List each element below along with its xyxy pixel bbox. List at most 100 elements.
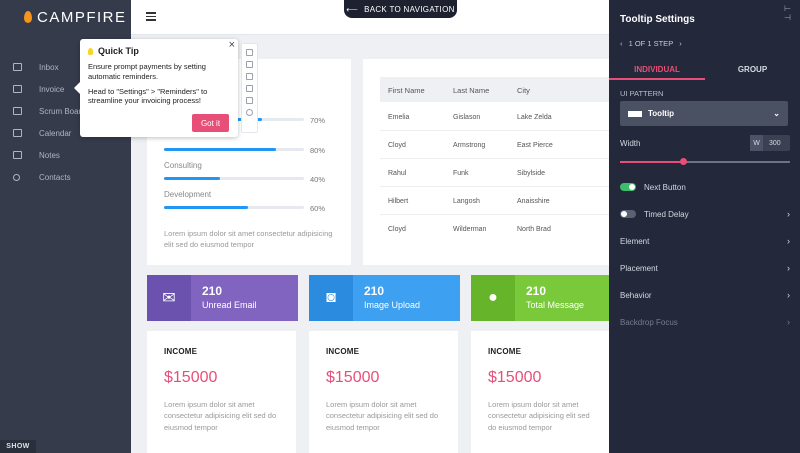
row-label: Placement	[620, 264, 658, 273]
contact-icon	[13, 173, 20, 181]
notes-icon	[13, 151, 22, 159]
income-title: INCOME	[488, 347, 522, 356]
ui-pattern-select[interactable]: Tooltip ⌄	[620, 101, 788, 126]
dock-icon[interactable]: ⊢ ⊣	[784, 4, 791, 22]
table-row[interactable]: Rahul Funk Sibylside	[380, 159, 609, 187]
income-description: Lorem ipsum dolor sit amet consectetur a…	[488, 400, 590, 432]
slider-handle[interactable]	[679, 158, 687, 165]
sidebar-item-label: Notes	[39, 150, 60, 160]
row-label: Element	[620, 237, 650, 246]
mail-icon	[13, 63, 22, 71]
target-icon[interactable]	[246, 109, 253, 116]
tooltip-title-text: Quick Tip	[98, 46, 139, 56]
income-card: INCOME $15000 Lorem ipsum dolor sit amet…	[309, 331, 458, 453]
brand-name: CAMPFIRE	[37, 8, 127, 26]
sidebar-item-contacts[interactable]: Contacts	[0, 166, 131, 188]
skill-percent: 80%	[310, 146, 326, 155]
got-it-button[interactable]: Got it	[192, 114, 229, 132]
cell: Lake Zelda	[517, 114, 552, 121]
prev-step-icon[interactable]: ‹	[620, 39, 623, 48]
income-card: INCOME $15000 Lorem ipsum dolor sit amet…	[471, 331, 610, 453]
sidebar-item-inbox[interactable]: Inbox	[0, 56, 131, 78]
income-value: $15000	[488, 369, 542, 386]
tab-group[interactable]: GROUP	[737, 65, 768, 74]
calendar-icon	[13, 129, 22, 137]
row-label: Behavior	[620, 291, 652, 300]
close-icon[interactable]: ×	[228, 39, 235, 51]
timed-delay-row[interactable]: Timed Delay ›	[644, 209, 790, 219]
cell: Hilbert	[388, 198, 409, 205]
next-button-toggle[interactable]	[620, 183, 636, 191]
show-button[interactable]: SHOW	[0, 440, 36, 453]
sidebar-item-scrum-board[interactable]: Scrum Board	[0, 100, 131, 122]
menu-icon[interactable]	[146, 12, 156, 23]
sidebar-item-label: Scrum Board	[39, 106, 86, 116]
placement-row[interactable]: Placement ›	[620, 263, 790, 273]
skill-fill	[164, 206, 248, 209]
backdrop-focus-row[interactable]: Backdrop Focus ›	[620, 317, 790, 327]
table-row[interactable]: Emelia Gislason Lake Zelda	[380, 103, 609, 131]
back-to-navigation-button[interactable]: ⟵ BACK TO NAVIGATION	[344, 0, 457, 18]
income-title: INCOME	[164, 347, 198, 356]
skill-percent: 40%	[310, 175, 326, 184]
flame-icon	[24, 11, 32, 23]
ui-pattern-label: UI PATTERN	[620, 89, 664, 98]
column-header: City	[517, 86, 530, 95]
sidebar-item-label: Contacts	[39, 172, 71, 182]
skills-description: Lorem ipsum dolor sit amet consectetur a…	[164, 229, 333, 250]
table-row[interactable]: Cloyd Armstrong East Pierce	[380, 131, 609, 159]
stat-label: Unread Email	[202, 300, 257, 311]
sidebar-item-notes[interactable]: Notes	[0, 144, 131, 166]
stat-unread-email: ✉ 210 Unread Email	[147, 275, 298, 321]
trash-icon[interactable]	[246, 49, 253, 56]
skill-fill	[164, 177, 220, 180]
cell: Langosh	[453, 198, 480, 205]
cell: Funk	[453, 170, 469, 177]
income-description: Lorem ipsum dolor sit amet consectetur a…	[326, 400, 439, 432]
duplicate-icon[interactable]	[246, 85, 253, 92]
income-card: INCOME $15000 Lorem ipsum dolor sit amet…	[147, 331, 296, 453]
tab-individual[interactable]: INDIVIDUAL	[609, 61, 705, 80]
bookmark-icon[interactable]	[246, 97, 253, 104]
cell: Sibylside	[517, 170, 546, 177]
skill-fill	[164, 148, 276, 151]
next-button-label: Next Button	[644, 183, 686, 192]
copy-icon[interactable]	[246, 61, 253, 68]
cell: Cloyd	[388, 226, 406, 233]
skill-label: Consulting	[164, 161, 202, 170]
cell: North Brad	[517, 226, 551, 233]
timed-delay-toggle[interactable]	[620, 210, 636, 218]
stat-total-message: ● 210 Total Message	[471, 275, 610, 321]
width-slider[interactable]	[620, 158, 790, 165]
skill-bar	[164, 148, 304, 151]
table-row[interactable]: Cloyd Wilderman North Brad	[380, 215, 609, 243]
arrow-left-icon: ⟵	[346, 4, 359, 14]
sidebar-item-invoice[interactable]: Invoice	[0, 78, 131, 100]
sidebar-item-label: Calendar	[39, 128, 72, 138]
cell: Gislason	[453, 114, 481, 121]
lightbulb-icon	[88, 47, 93, 55]
income-value: $15000	[164, 369, 218, 386]
back-label: BACK TO NAVIGATION	[364, 4, 455, 14]
width-input[interactable]: W 300	[750, 135, 790, 151]
cell: Emelia	[388, 114, 410, 121]
stat-value: 210	[202, 284, 223, 298]
tooltip-text: Head to "Settings" > "Reminders" to stre…	[88, 86, 208, 106]
sidebar-item-label: Invoice	[39, 84, 65, 94]
income-description: Lorem ipsum dolor sit amet consectetur a…	[164, 400, 277, 432]
chevron-right-icon: ›	[787, 209, 790, 219]
sidebar-item-calendar[interactable]: Calendar	[0, 122, 131, 144]
hash-icon[interactable]	[246, 73, 253, 80]
next-step-icon[interactable]: ›	[679, 39, 682, 48]
width-unit: W	[750, 135, 763, 151]
table-row[interactable]: Hilbert Langosh Anaisshire	[380, 187, 609, 215]
cell: Wilderman	[453, 226, 487, 233]
tooltip-pattern-icon	[628, 110, 642, 117]
camera-icon: ◙	[309, 275, 353, 321]
brand: CAMPFIRE	[0, 0, 131, 34]
behavior-row[interactable]: Behavior ›	[620, 290, 790, 300]
panel-tabs: INDIVIDUAL GROUP	[609, 61, 800, 80]
element-row[interactable]: Element ›	[620, 236, 790, 246]
chevron-right-icon: ›	[787, 317, 790, 327]
cell: Rahul	[388, 170, 407, 177]
